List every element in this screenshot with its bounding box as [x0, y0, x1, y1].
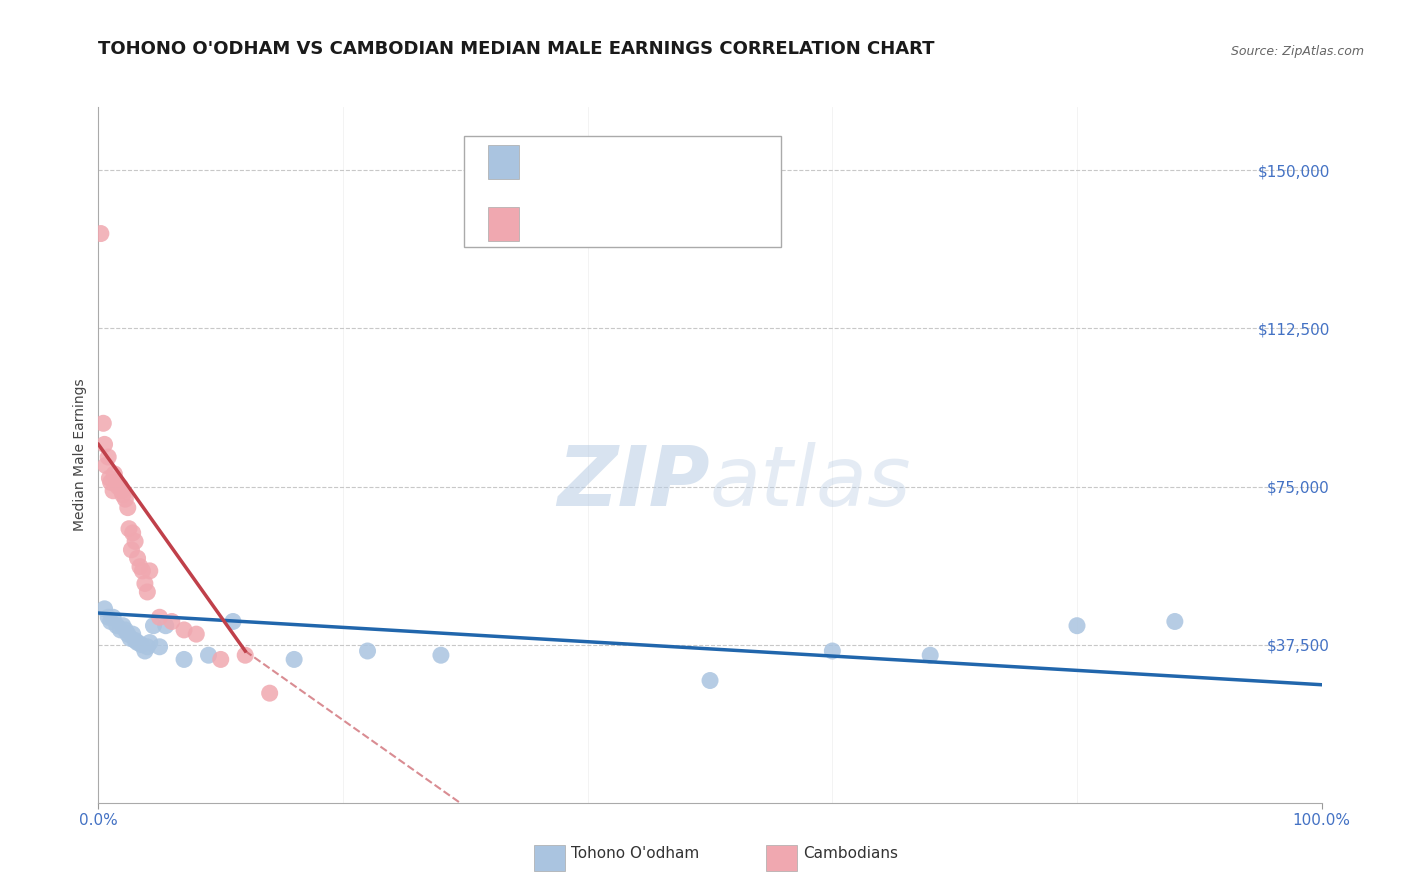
- Point: [114, 623, 136, 637]
- Point: [136, 585, 159, 599]
- Point: [98, 471, 121, 485]
- Point: [127, 551, 149, 566]
- Point: [259, 686, 281, 700]
- Point: [120, 542, 142, 557]
- Point: [699, 673, 721, 688]
- Text: TOHONO O'ODHAM VS CAMBODIAN MEDIAN MALE EARNINGS CORRELATION CHART: TOHONO O'ODHAM VS CAMBODIAN MEDIAN MALE …: [98, 40, 935, 58]
- Text: N = 33: N = 33: [652, 211, 711, 228]
- Point: [356, 644, 378, 658]
- Point: [101, 610, 124, 624]
- Point: [1164, 615, 1187, 629]
- Point: [139, 564, 162, 578]
- Point: [155, 618, 177, 632]
- Point: [920, 648, 942, 663]
- Point: [149, 640, 172, 654]
- Point: [101, 483, 124, 498]
- Point: [124, 633, 146, 648]
- Point: [117, 500, 139, 515]
- Y-axis label: Median Male Earnings: Median Male Earnings: [73, 378, 87, 532]
- Point: [90, 227, 112, 241]
- Point: [93, 602, 115, 616]
- Point: [197, 648, 219, 663]
- Point: [173, 623, 195, 637]
- Point: [222, 615, 245, 629]
- Point: [173, 652, 195, 666]
- Text: N = 23: N = 23: [652, 149, 711, 167]
- Point: [134, 644, 156, 658]
- Point: [1066, 618, 1088, 632]
- Point: [136, 640, 159, 654]
- Point: [821, 644, 844, 658]
- Point: [120, 632, 142, 646]
- Point: [134, 576, 156, 591]
- Text: ZIP: ZIP: [557, 442, 710, 524]
- Point: [91, 417, 114, 431]
- Point: [283, 652, 305, 666]
- Point: [121, 525, 143, 540]
- Point: [93, 437, 115, 451]
- Point: [186, 627, 208, 641]
- Point: [131, 564, 153, 578]
- Point: [103, 467, 125, 481]
- Point: [117, 627, 139, 641]
- Text: R = -0.345: R = -0.345: [533, 211, 623, 228]
- Point: [129, 559, 152, 574]
- Point: [233, 648, 256, 663]
- Point: [94, 458, 117, 473]
- Point: [124, 534, 146, 549]
- Text: Cambodians: Cambodians: [803, 847, 898, 861]
- Text: Source: ZipAtlas.com: Source: ZipAtlas.com: [1230, 45, 1364, 58]
- Point: [114, 492, 136, 507]
- Point: [111, 488, 134, 502]
- Point: [107, 479, 129, 493]
- Point: [110, 479, 132, 493]
- Point: [139, 635, 162, 649]
- Point: [105, 618, 128, 632]
- Point: [110, 623, 132, 637]
- Point: [129, 638, 152, 652]
- Point: [97, 450, 120, 464]
- Point: [209, 652, 232, 666]
- Point: [118, 522, 141, 536]
- Point: [160, 615, 183, 629]
- Point: [430, 648, 453, 663]
- Text: Tohono O'odham: Tohono O'odham: [571, 847, 699, 861]
- Point: [111, 483, 134, 498]
- Point: [100, 615, 122, 629]
- Text: atlas: atlas: [710, 442, 911, 524]
- Point: [142, 618, 165, 632]
- Point: [149, 610, 172, 624]
- Point: [100, 475, 122, 490]
- Point: [127, 635, 149, 649]
- Point: [97, 610, 120, 624]
- Point: [105, 475, 128, 490]
- Text: R = -0.556: R = -0.556: [533, 149, 623, 167]
- Point: [111, 618, 134, 632]
- Point: [121, 627, 143, 641]
